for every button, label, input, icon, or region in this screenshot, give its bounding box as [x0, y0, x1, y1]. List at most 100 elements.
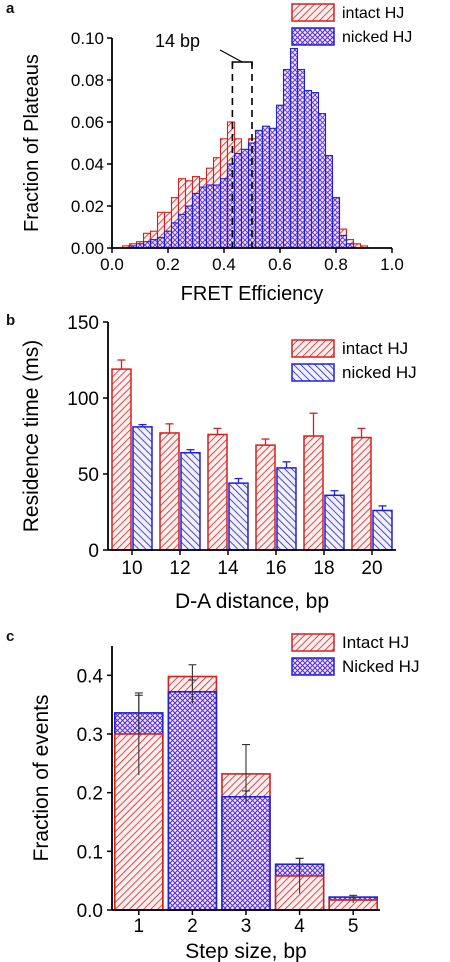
- x-tick-label: 10: [121, 558, 142, 579]
- histogram-bar-nicked: [205, 184, 215, 249]
- histogram-bar-nicked: [303, 89, 313, 249]
- x-tick-label: 0.4: [212, 255, 236, 274]
- bar-nicked: [180, 451, 201, 551]
- panel-letter-a: a: [6, 0, 15, 17]
- legend-swatch-1: [291, 363, 335, 382]
- y-axis-title: Fraction of events: [30, 695, 53, 862]
- histogram-bar-nicked: [282, 68, 292, 249]
- histogram-bar-nicked: [184, 205, 194, 249]
- y-tick-label: 0.2: [77, 784, 103, 805]
- x-tick-label: 4: [294, 916, 305, 937]
- panel-letter-b: b: [6, 312, 16, 329]
- x-tick-label: 12: [169, 558, 190, 579]
- panel-letter-c: c: [6, 628, 15, 645]
- histogram-bar-nicked: [177, 213, 187, 249]
- y-tick-label: 0: [88, 541, 99, 562]
- bar-nicked: [132, 426, 153, 551]
- legend-swatch-0: [291, 3, 335, 22]
- annotation-leader: [219, 49, 243, 63]
- x-tick-label: 20: [361, 558, 382, 579]
- x-tick-label: 16: [265, 558, 286, 579]
- legend-label-1: Nicked HJ: [342, 657, 419, 676]
- y-tick-label: 0.04: [71, 155, 104, 174]
- bar-nicked: [276, 467, 297, 551]
- bar-nicked: [372, 509, 393, 551]
- legend-label-0: intact HJ: [342, 5, 404, 22]
- y-tick-label: 50: [78, 465, 99, 486]
- y-axis-title: Fraction of Plateaus: [21, 54, 43, 232]
- y-tick-label: 0.4: [77, 666, 104, 687]
- x-tick-label: 0.2: [156, 255, 180, 274]
- x-axis-title: D-A distance, bp: [175, 590, 329, 613]
- histogram-bar-nicked: [219, 178, 229, 249]
- histogram-bar-nicked: [254, 129, 264, 249]
- y-tick-label: 0.06: [71, 113, 104, 132]
- y-tick-label: 0.10: [71, 29, 104, 48]
- y-tick-label: 0.02: [71, 197, 104, 216]
- bar-nicked: [167, 690, 218, 911]
- histogram-bar-nicked: [289, 47, 299, 249]
- bar-intact: [255, 444, 276, 551]
- histogram-bar-nicked: [296, 68, 306, 249]
- legend-label-1: nicked HJ: [342, 29, 412, 46]
- x-axis-title: FRET Efficiency: [181, 283, 324, 305]
- chart-b-svg: 10 12 14 16 18 20 0 50 100 150 D-A distance, bp Res…: [20, 313, 417, 613]
- x-tick-label: 0.6: [268, 255, 292, 274]
- bar-intact: [207, 433, 228, 551]
- x-tick-label: 18: [313, 558, 334, 579]
- y-tick-label: 0.0: [77, 901, 103, 922]
- histogram-bar-nicked: [191, 192, 201, 249]
- chart-c-svg: 1 2 3 4 5 0.0 0.1 0.2 0.3 0.4 Step size, bp Fractio…: [30, 633, 419, 962]
- bar-intact: [351, 436, 372, 551]
- x-tick-label: 0.8: [324, 255, 348, 274]
- y-tick-label: 0.1: [77, 842, 103, 863]
- bar-nicked: [324, 494, 345, 551]
- legend-swatch-0: [291, 339, 335, 358]
- legend-label-0: intact HJ: [342, 339, 408, 358]
- x-tick-label: 5: [348, 916, 359, 937]
- y-tick-label: 0.00: [71, 239, 104, 258]
- legend-swatch-1: [291, 657, 335, 676]
- annotation-label: 14 bp: [155, 31, 200, 51]
- histogram-bar-nicked: [317, 113, 327, 249]
- y-tick-label: 100: [67, 389, 99, 410]
- histogram-bar-nicked: [240, 148, 250, 249]
- y-tick-label: 0.3: [77, 725, 103, 746]
- bar-intact: [303, 435, 324, 551]
- histogram-bar-nicked: [142, 241, 152, 249]
- histogram-bar-nicked: [331, 197, 341, 249]
- panel-b: b 10 12 14 16 18 20 0 50 100 150 D-A distance, bp R…: [0, 312, 450, 628]
- bracket: [231, 61, 253, 66]
- panel-a: a 0.0 0.2 0.4 0.6 0.8 1.0 0.00 0.02 0.04 0.06 0.08…: [0, 0, 450, 312]
- bar-nicked: [221, 795, 271, 911]
- x-tick-label: 1: [134, 916, 145, 937]
- legend-swatch-0: [291, 633, 335, 652]
- legend-swatch-1: [291, 27, 335, 46]
- y-tick-label: 0.08: [71, 71, 104, 90]
- histogram-bar-nicked: [310, 92, 320, 249]
- bar-intact: [159, 432, 180, 551]
- histogram-bar-nicked: [149, 239, 159, 249]
- x-axis-title: Step size, bp: [185, 940, 306, 962]
- chart-a-svg: 0.0 0.2 0.4 0.6 0.8 1.0 0.00 0.02 0.04 0.06 0.08 0.…: [21, 3, 412, 305]
- histogram-bar-nicked: [226, 163, 236, 249]
- panel-c: c 1 2 3 4 5 0.0 0.1 0.2 0.3 0.4 Step size, bp Fract…: [0, 628, 450, 962]
- legend-label-1: nicked HJ: [342, 363, 417, 382]
- legend-label-0: Intact HJ: [342, 633, 409, 652]
- x-tick-label: 3: [241, 916, 252, 937]
- histogram-bar-nicked: [156, 236, 166, 249]
- histogram-bar-nicked: [338, 234, 348, 249]
- histogram-bar-nicked: [233, 152, 243, 249]
- histogram-bar-nicked: [212, 184, 222, 249]
- y-axis-title: Residence time (ms): [20, 340, 43, 533]
- bar-nicked: [228, 482, 249, 551]
- histogram-bar-nicked: [275, 104, 285, 249]
- histogram-bar-nicked: [268, 127, 278, 249]
- histogram-bar-nicked: [163, 230, 173, 249]
- x-tick-label: 0.0: [100, 255, 124, 274]
- x-tick-label: 2: [187, 916, 198, 937]
- histogram-bar-nicked: [198, 186, 208, 249]
- histogram-bar-nicked: [324, 155, 334, 249]
- x-tick-label: 14: [217, 558, 239, 579]
- bar-intact: [111, 368, 132, 551]
